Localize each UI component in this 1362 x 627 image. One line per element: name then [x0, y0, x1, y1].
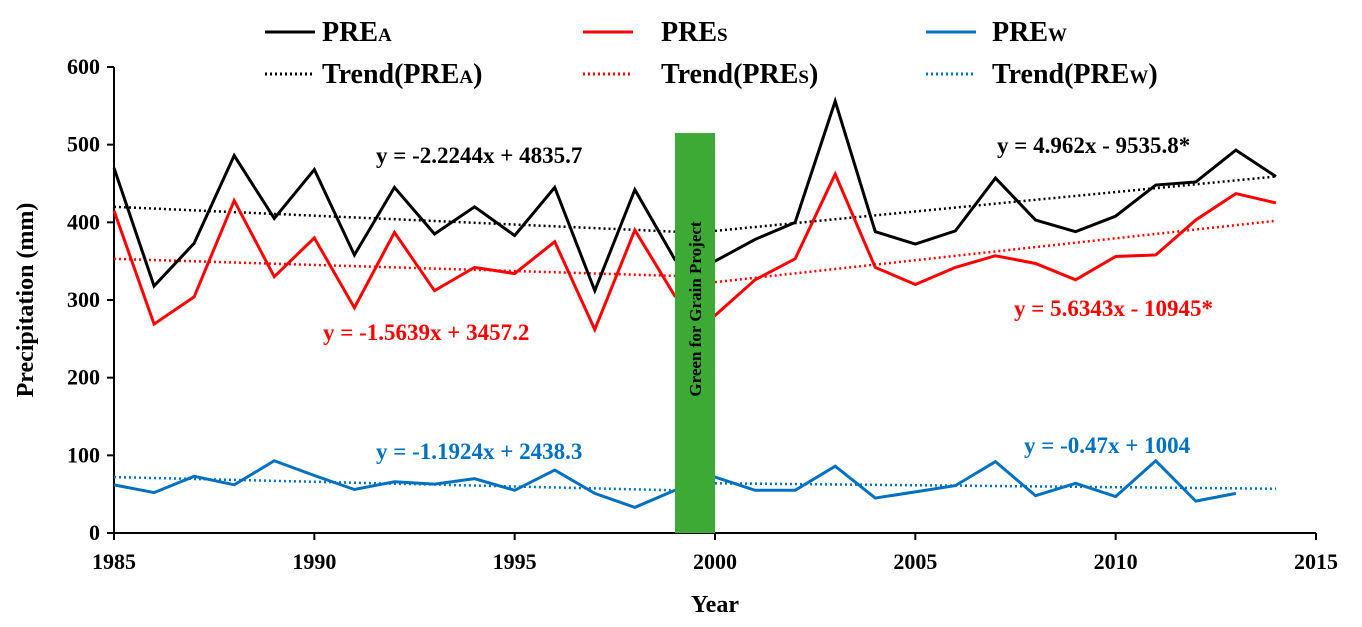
y-tick-label: 400: [67, 209, 100, 234]
y-tick-label: 300: [67, 287, 100, 312]
equation-prew-post: y = -0.47x + 1004: [1024, 433, 1191, 458]
x-tick-label: 2005: [893, 549, 937, 574]
equation-pres-post: y = 5.6343x - 10945*: [1014, 296, 1213, 321]
green-for-grain-label: Green for Grain Project: [686, 221, 705, 396]
legend-label-pres: PRES: [661, 17, 728, 48]
axis-ticks: 0 100 200 300 400 500 600 1985 1990 1995 2000 2005 2…: [67, 54, 1338, 574]
legend-prea: PREA: [265, 17, 392, 48]
legend-trend-prea: Trend(PREA): [265, 59, 482, 90]
legend-label-trend-prea: Trend(PREA): [322, 59, 482, 90]
legend-pres: PRES: [583, 17, 728, 48]
legend-prew: PREW: [926, 17, 1067, 48]
equation-prea-post: y = 4.962x - 9535.8*: [997, 133, 1190, 158]
green-for-grain-bar: [674, 133, 715, 533]
legend-label-prew: PREW: [992, 17, 1067, 48]
trend-line-trendprea-segment-0: [113, 205, 675, 233]
y-axis-title: Precipitation (mm): [13, 203, 39, 398]
y-tick-label: 200: [67, 365, 100, 390]
x-tick-label: 1985: [92, 549, 136, 574]
x-tick-label: 2000: [693, 549, 737, 574]
legend-trend-prew: Trend(PREW): [926, 59, 1158, 90]
y-tick-label: 0: [89, 520, 100, 545]
x-tick-label: 1990: [292, 549, 336, 574]
x-tick-label: 1995: [493, 549, 537, 574]
equation-prea-pre: y = -2.2244x + 4835.7: [376, 143, 582, 168]
legend-label-trend-pres: Trend(PRES): [661, 59, 818, 90]
legend-trend-pres: Trend(PRES): [583, 59, 818, 90]
equation-pres-pre: y = -1.5639x + 3457.2: [323, 320, 529, 345]
trend-line-trendprew-segment-0: [113, 475, 675, 492]
trend-line-trendprew-segment-1: [714, 482, 1276, 490]
x-axis-title: Year: [691, 592, 739, 618]
legend-label-trend-prew: Trend(PREW): [992, 59, 1158, 90]
legend-label-prea: PREA: [322, 17, 392, 48]
trend-line-trendpres-segment-0: [113, 257, 675, 278]
y-tick-label: 600: [67, 54, 100, 79]
y-tick-label: 500: [67, 132, 100, 157]
x-tick-label: 2015: [1294, 549, 1338, 574]
y-tick-label: 100: [67, 442, 100, 467]
x-tick-label: 2010: [1094, 549, 1138, 574]
equation-prew-pre: y = -1.1924x + 2438.3: [376, 439, 582, 464]
trend-line-trendprea-segment-1: [714, 175, 1277, 233]
